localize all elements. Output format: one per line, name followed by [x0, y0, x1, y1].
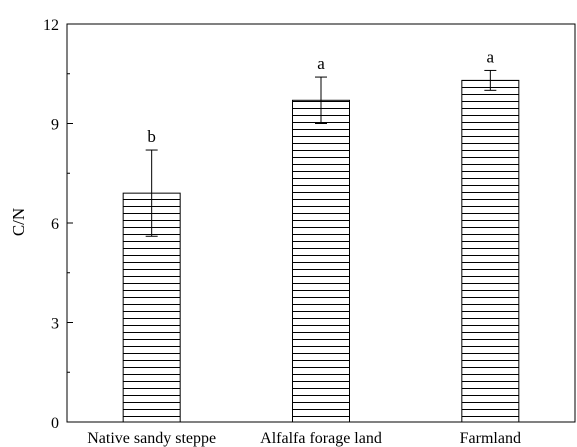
- error-bar-2: [315, 76, 327, 124]
- y-tick-label: 3: [51, 316, 59, 333]
- x-tick-label-2: Alfalfa forage land: [260, 430, 382, 447]
- y-axis-label: C/N: [9, 208, 28, 236]
- significance-label-2: a: [317, 54, 325, 73]
- error-bars-layer: [145, 69, 497, 237]
- y-tick-label: 9: [51, 117, 59, 134]
- error-bar-3: [484, 69, 497, 91]
- x-tick-label-3: Farmland: [460, 430, 521, 447]
- significance-labels-layer: b a a: [147, 47, 494, 146]
- error-bar-1: [145, 149, 158, 237]
- significance-label-3: a: [487, 47, 495, 66]
- y-tick-label: 12: [43, 17, 59, 34]
- bar-2: [292, 99, 350, 423]
- x-tick-label-1: Native sandy steppe: [87, 430, 216, 447]
- significance-label-1: b: [147, 127, 156, 146]
- bar-3: [461, 79, 520, 423]
- bars-layer: [122, 79, 520, 423]
- y-tick-label: 6: [51, 216, 59, 233]
- axes: Native sandy steppe Alfalfa forage land Fa…: [43, 17, 576, 447]
- y-tick-label: 0: [51, 415, 59, 432]
